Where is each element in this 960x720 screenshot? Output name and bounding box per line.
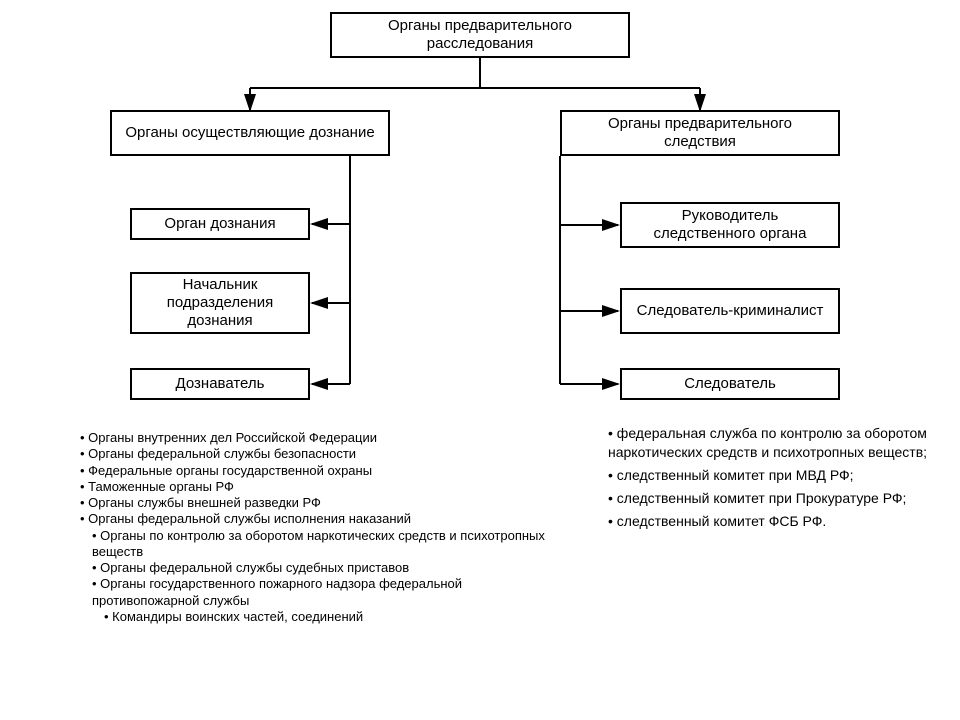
list-item: Командиры воинских частей, соединений [80,609,550,625]
list-item: Органы федеральной службы судебных прист… [80,560,550,576]
node-doznavatel: Дознаватель [130,368,310,400]
list-item: Таможенные органы РФ [80,479,550,495]
node-organ-doznaniya-label: Орган дознания [164,215,275,233]
node-sledovatel: Следователь [620,368,840,400]
node-doznavatel-label: Дознаватель [176,375,265,393]
node-sledstvie-label: Органы предварительного следствия [570,115,830,151]
diagram-canvas: Органы предварительного расследования Ор… [0,0,960,720]
list-item: Органы государственного пожарного надзор… [80,576,550,609]
list-item: Органы федеральной службы безопасности [80,446,550,462]
node-sledstvie: Органы предварительного следствия [560,110,840,156]
node-organ-doznaniya: Орган дознания [130,208,310,240]
node-root: Органы предварительного расследования [330,12,630,58]
node-rukovoditel: Руководитель следственного органа [620,202,840,248]
list-item: Органы по контролю за оборотом наркотиче… [80,528,550,561]
list-item: Федеральные органы государственной охран… [80,463,550,479]
list-item: следственный комитет при МВД РФ; [608,466,940,485]
list-item: Органы федеральной службы исполнения нак… [80,511,550,527]
node-nachalnik-podrazdeleniya: Начальник подразделения дознания [130,272,310,334]
node-sledovatel-kriminalist: Следователь-криминалист [620,288,840,334]
node-nachalnik-podrazdeleniya-label: Начальник подразделения дознания [140,276,300,330]
right-bullet-list: федеральная служба по контролю за оборот… [590,424,940,534]
list-item: федеральная служба по контролю за оборот… [608,424,940,462]
node-root-label: Органы предварительного расследования [340,17,620,53]
list-item: Органы внутренних дел Российской Федерац… [80,430,550,446]
node-sledovatel-kriminalist-label: Следователь-криминалист [637,302,824,320]
node-doznanie-label: Органы осуществляющие дознание [125,124,374,142]
list-item: Органы службы внешней разведки РФ [80,495,550,511]
list-item: следственный комитет при Прокуратуре РФ; [608,489,940,508]
left-bullet-list: Органы внутренних дел Российской Федерац… [80,430,550,625]
node-doznanie: Органы осуществляющие дознание [110,110,390,156]
node-sledovatel-label: Следователь [684,375,776,393]
node-rukovoditel-label: Руководитель следственного органа [630,207,830,243]
list-item: следственный комитет ФСБ РФ. [608,512,940,531]
